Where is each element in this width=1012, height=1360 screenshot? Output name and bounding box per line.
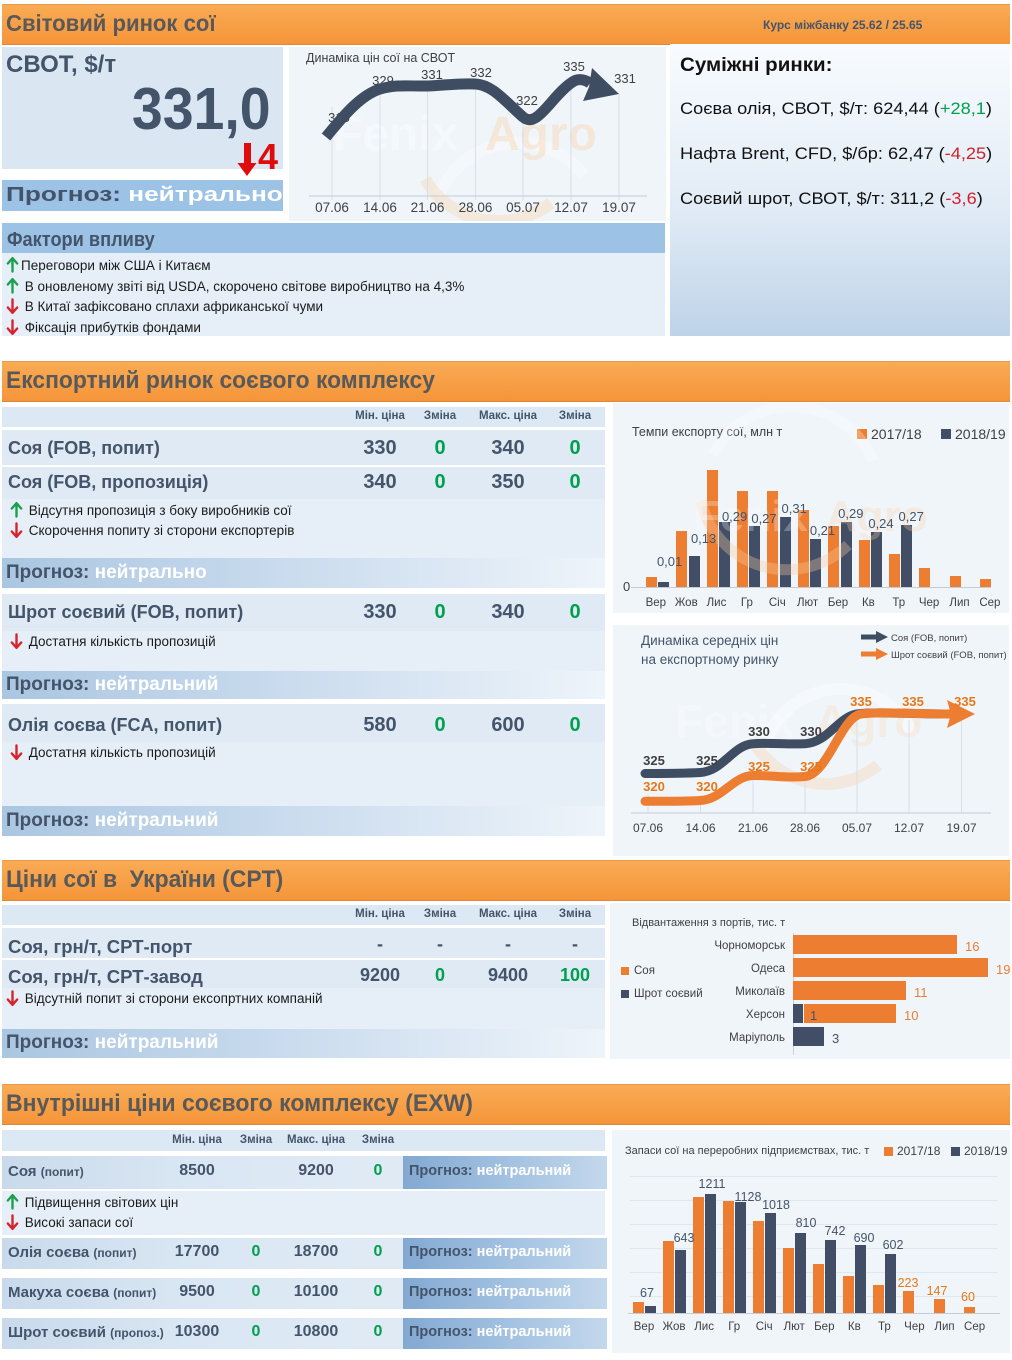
svg-text:21.06: 21.06 — [411, 200, 445, 215]
svg-text:325: 325 — [696, 753, 718, 768]
svg-text:Шрот соєвий (FOB, попит): Шрот соєвий (FOB, попит) — [891, 650, 1007, 661]
svg-text:320: 320 — [643, 779, 665, 794]
svg-text:19.07: 19.07 — [602, 200, 636, 215]
svg-text:12.07: 12.07 — [894, 821, 924, 835]
svg-text:332: 332 — [470, 65, 492, 80]
svg-text:14.06: 14.06 — [363, 200, 397, 215]
svg-text:335: 335 — [902, 694, 924, 709]
svg-text:Fenix: Fenix — [333, 108, 459, 161]
svg-text:07.06: 07.06 — [633, 821, 663, 835]
svg-text:Соя (FOB, попит): Соя (FOB, попит) — [891, 633, 967, 644]
svg-text:12.07: 12.07 — [554, 200, 588, 215]
svg-text:21.06: 21.06 — [738, 821, 768, 835]
svg-text:Динаміка середніх цін: Динаміка середніх цін — [641, 633, 778, 648]
svg-text:325: 325 — [748, 759, 770, 774]
svg-text:Fenix: Fenix — [675, 695, 796, 747]
svg-text:320: 320 — [696, 779, 718, 794]
svg-text:322: 322 — [516, 93, 538, 108]
svg-text:335: 335 — [563, 59, 585, 74]
svg-text:Динаміка цін сої на СВОТ: Динаміка цін сої на СВОТ — [306, 51, 455, 65]
svg-text:28.06: 28.06 — [459, 200, 493, 215]
svg-text:331: 331 — [421, 67, 443, 82]
svg-text:Agro: Agro — [825, 492, 928, 541]
svg-text:Fenix: Fenix — [693, 492, 808, 541]
svg-text:325: 325 — [643, 753, 665, 768]
svg-text:335: 335 — [954, 694, 976, 709]
svg-text:28.06: 28.06 — [790, 821, 820, 835]
svg-text:на експортному ринку: на експортному ринку — [641, 652, 779, 667]
svg-text:330: 330 — [748, 724, 770, 739]
svg-text:05.07: 05.07 — [506, 200, 540, 215]
svg-text:19.07: 19.07 — [946, 821, 976, 835]
svg-text:14.06: 14.06 — [685, 821, 715, 835]
svg-text:Agro: Agro — [815, 695, 922, 747]
svg-text:331: 331 — [614, 71, 636, 86]
svg-text:335: 335 — [850, 694, 872, 709]
svg-text:05.07: 05.07 — [842, 821, 872, 835]
svg-text:330: 330 — [800, 724, 822, 739]
svg-text:07.06: 07.06 — [315, 200, 349, 215]
svg-text:325: 325 — [800, 759, 822, 774]
